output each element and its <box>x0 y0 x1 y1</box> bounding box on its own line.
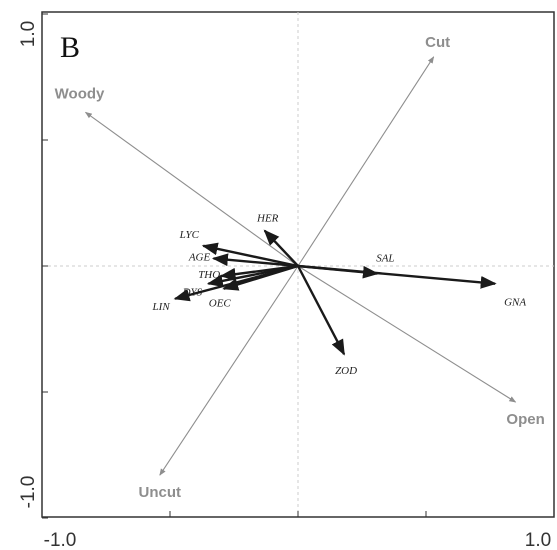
species-vector-age <box>211 253 299 268</box>
env-label-woody: Woody <box>55 85 105 102</box>
species-vector-lyc <box>201 242 299 268</box>
species-label-age: AGE <box>188 251 211 263</box>
species-label-zod: ZOD <box>335 365 357 377</box>
x-tick-label-max: 1.0 <box>525 530 551 550</box>
env-vector-uncut <box>159 265 299 476</box>
env-vector-woody <box>84 111 299 267</box>
environmental-vectors: Cut Woody Open Uncut <box>55 34 545 501</box>
frame-ticks <box>41 13 555 519</box>
species-label-sal: SAL <box>376 253 394 265</box>
y-tick-label-max: 1.0 <box>18 21 39 47</box>
species-vector-gna <box>297 264 497 289</box>
env-vector-open <box>297 265 517 403</box>
species-vector-zod <box>296 265 346 356</box>
species-label-gna: GNA <box>504 297 526 309</box>
species-label-lyc: LYC <box>179 229 200 241</box>
species-label-lin: LIN <box>152 301 171 313</box>
species-label-her: HER <box>256 213 279 225</box>
panel-label: B <box>60 31 80 64</box>
x-tick-label-min: -1.0 <box>44 530 77 550</box>
y-tick-label-min: -1.0 <box>18 476 39 509</box>
species-vector-oec <box>222 264 299 291</box>
env-label-cut: Cut <box>425 34 450 51</box>
env-label-uncut: Uncut <box>139 484 182 501</box>
species-label-oec: OEC <box>209 298 232 310</box>
species-vector-her <box>263 229 299 267</box>
species-label-tho: THO <box>198 269 220 281</box>
env-vector-cut <box>297 56 435 267</box>
env-label-open: Open <box>506 411 544 428</box>
